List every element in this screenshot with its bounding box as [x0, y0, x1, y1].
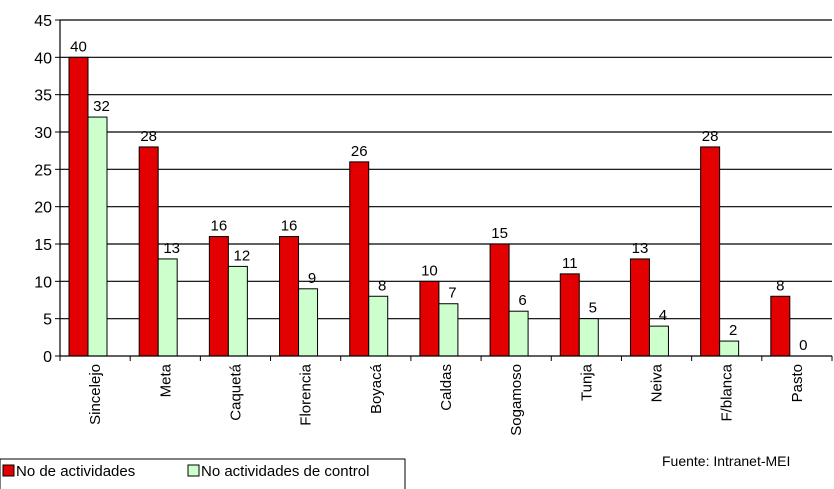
x-category-label: Neiva [649, 363, 666, 402]
data-label-series-1: 15 [491, 225, 508, 242]
bar-series-1 [419, 280, 440, 357]
bar-series-1 [700, 146, 721, 357]
data-label-series-2: 12 [234, 247, 251, 264]
bar-series-1 [138, 146, 159, 357]
data-label-series-2: 0 [799, 337, 807, 354]
x-category-label: Tunja [578, 363, 595, 401]
y-tick-label: 15 [34, 237, 52, 254]
y-tick-label: 40 [34, 50, 52, 67]
data-label-series-2: 8 [378, 277, 386, 294]
bar-series-1 [559, 273, 580, 357]
bar-series-1 [489, 243, 510, 357]
data-label-series-1: 8 [776, 277, 784, 294]
data-label-series-2: 4 [659, 307, 667, 324]
x-axis: Sincelejo Meta Caquetá Florencia Boyacá Calda… [59, 355, 833, 436]
data-label-series-1: 26 [351, 143, 368, 160]
data-label-series-1: 13 [632, 240, 649, 257]
data-label-series-1: 10 [421, 262, 438, 279]
data-label-series-2: 9 [308, 270, 316, 287]
x-category-label: Meta [157, 363, 174, 397]
legend-label-series-1: No de actividades [16, 463, 135, 480]
legend-swatch-series-2 [187, 464, 200, 477]
data-label-series-2: 2 [729, 322, 737, 339]
bar-series-2 [719, 340, 740, 357]
legend-label-series-2: No actividades de control [201, 463, 369, 480]
bar-series-2 [508, 310, 529, 357]
y-tick-label: 0 [43, 349, 52, 366]
bar-series-2 [227, 265, 248, 357]
bar-series-2 [298, 288, 319, 357]
y-tick-label: 25 [34, 162, 52, 179]
bar-series-2 [578, 318, 599, 357]
bar-series-1 [68, 56, 89, 357]
bar-series-2 [87, 116, 108, 357]
bar-series-2 [157, 258, 178, 357]
data-label-series-1: 16 [281, 218, 298, 235]
data-label-series-2: 6 [518, 292, 526, 309]
y-tick-label: 30 [34, 125, 52, 142]
x-category-label: F/blanca [719, 363, 736, 421]
y-tick-label: 10 [34, 274, 52, 291]
bar-series-2 [648, 325, 669, 357]
x-category-label: Sogamoso [508, 364, 525, 436]
data-label-series-2: 32 [93, 98, 110, 115]
x-category-label: Florencia [298, 363, 315, 425]
y-tick-label: 45 [34, 13, 52, 30]
data-label-series-1: 28 [702, 128, 719, 145]
data-label-series-1: 40 [70, 38, 87, 55]
x-category-label: Sincelejo [87, 364, 104, 425]
data-label-series-2: 7 [448, 285, 456, 302]
x-category-label: Pasto [789, 364, 806, 402]
bar-series-1 [770, 295, 791, 357]
bar-series-1 [208, 236, 229, 357]
bar-series-1 [279, 236, 300, 357]
y-axis: 0 5 10 15 20 25 30 35 40 45 [34, 13, 61, 366]
data-label-series-1: 28 [140, 128, 157, 145]
data-label-series-1: 11 [562, 255, 578, 272]
y-tick-label: 35 [34, 88, 52, 105]
x-category-label: Caldas [438, 364, 455, 411]
legend: No de actividades No actividades de cont… [0, 458, 406, 489]
data-label-series-2: 5 [589, 300, 597, 317]
bar-series-1 [349, 161, 370, 357]
data-label-series-2: 13 [163, 240, 180, 257]
legend-swatch-series-1 [2, 464, 15, 477]
x-category-label: Boyacá [368, 363, 385, 414]
bar-series-2 [368, 295, 389, 357]
data-label-series-1: 16 [211, 218, 228, 235]
bar-series-2 [438, 303, 459, 357]
gridlines [60, 19, 832, 320]
source-text: Fuente: Intranet-MEI [662, 453, 790, 469]
legend-box [0, 458, 406, 489]
bar-series-1 [629, 258, 650, 357]
y-tick-label: 20 [34, 200, 52, 217]
x-category-label: Caquetá [227, 363, 244, 420]
y-tick-label: 5 [43, 312, 52, 329]
